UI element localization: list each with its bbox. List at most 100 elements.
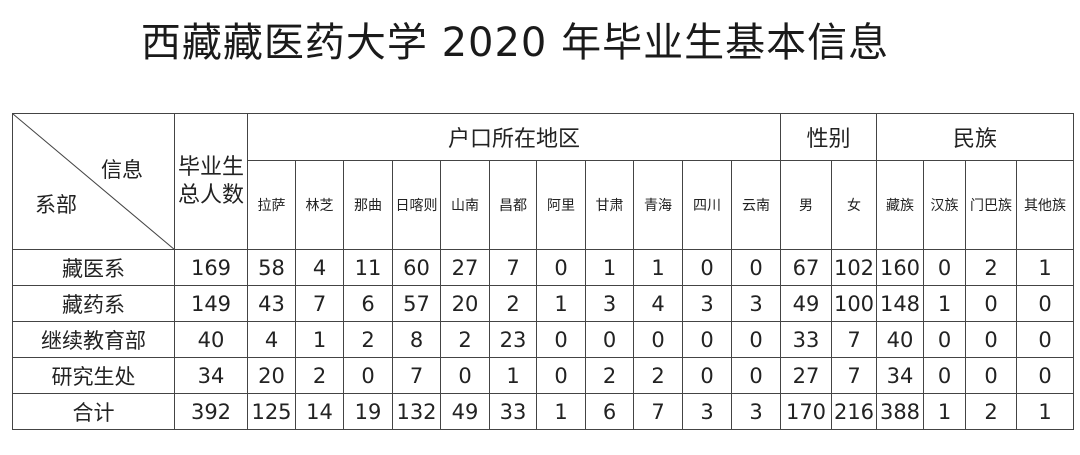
value-cell: 392 — [174, 393, 248, 430]
value-cell: 0 — [585, 321, 634, 358]
gender-column-header: 男 — [780, 160, 832, 250]
value-cell: 1 — [295, 321, 344, 358]
ethnicity-group-header: 民族 — [876, 113, 1074, 161]
value-cell: 0 — [923, 357, 966, 394]
value-cell: 60 — [392, 249, 441, 286]
region-column-header: 阿里 — [536, 160, 586, 250]
value-cell: 0 — [682, 357, 732, 394]
value-cell: 4 — [295, 249, 344, 286]
value-cell: 40 — [876, 321, 924, 358]
value-cell: 0 — [1016, 357, 1074, 394]
value-cell: 102 — [831, 249, 877, 286]
total-header-line1: 毕业生 — [177, 154, 244, 180]
dept-cell: 藏药系 — [12, 285, 175, 322]
value-cell: 1 — [1016, 249, 1074, 286]
region-column-header: 昌都 — [489, 160, 537, 250]
value-cell: 1 — [923, 393, 966, 430]
region-column-header: 四川 — [682, 160, 732, 250]
value-cell: 8 — [392, 321, 441, 358]
table-row: 藏医系 169 58 4 11 60 27 7 0 1 1 0 0 67 102 160 0 2 1 — [12, 249, 1074, 286]
value-cell: 132 — [392, 393, 441, 430]
value-cell: 2 — [633, 357, 683, 394]
value-cell: 57 — [392, 285, 441, 322]
value-cell: 0 — [343, 357, 393, 394]
value-cell: 6 — [343, 285, 393, 322]
value-cell: 0 — [1016, 321, 1074, 358]
value-cell: 0 — [633, 321, 683, 358]
value-cell: 0 — [682, 321, 732, 358]
table-row: 合计 392 125 14 19 132 49 33 1 6 7 3 3 170 216 388 1 2 1 — [12, 393, 1074, 430]
value-cell: 6 — [585, 393, 634, 430]
value-cell: 2 — [343, 321, 393, 358]
value-cell: 1 — [633, 249, 683, 286]
graduate-info-table: 信息 系部 毕业生 总人数 户口所在地区 性别 民族 拉萨 林芝 那曲 日喀则 山南 昌都… — [12, 113, 1074, 430]
value-cell: 33 — [489, 393, 537, 430]
gender-group-header: 性别 — [780, 113, 877, 161]
value-cell: 0 — [965, 357, 1017, 394]
value-cell: 160 — [876, 249, 924, 286]
value-cell: 58 — [247, 249, 296, 286]
value-cell: 2 — [295, 357, 344, 394]
total-header-line2: 总人数 — [177, 182, 244, 208]
value-cell: 3 — [585, 285, 634, 322]
ethnicity-column-header: 汉族 — [923, 160, 966, 250]
value-cell: 7 — [392, 357, 441, 394]
value-cell: 0 — [536, 321, 586, 358]
value-cell: 49 — [780, 285, 832, 322]
value-cell: 0 — [923, 249, 966, 286]
value-cell: 1 — [536, 285, 586, 322]
value-cell: 49 — [440, 393, 490, 430]
value-cell: 2 — [489, 285, 537, 322]
value-cell: 0 — [682, 249, 732, 286]
total-header: 毕业生 总人数 — [174, 113, 248, 250]
dept-cell: 合计 — [12, 393, 175, 430]
value-cell: 23 — [489, 321, 537, 358]
value-cell: 2 — [440, 321, 490, 358]
value-cell: 0 — [536, 357, 586, 394]
region-column-header: 拉萨 — [247, 160, 296, 250]
value-cell: 7 — [489, 249, 537, 286]
table-row: 研究生处 34 20 2 0 7 0 1 0 2 2 0 0 27 7 34 0 0 0 — [12, 357, 1074, 394]
value-cell: 40 — [174, 321, 248, 358]
value-cell: 100 — [831, 285, 877, 322]
value-cell: 148 — [876, 285, 924, 322]
value-cell: 3 — [682, 285, 732, 322]
page-title: 西藏藏医药大学 2020 年毕业生基本信息 — [140, 20, 890, 66]
value-cell: 0 — [965, 285, 1017, 322]
value-cell: 1 — [923, 285, 966, 322]
value-cell: 169 — [174, 249, 248, 286]
value-cell: 149 — [174, 285, 248, 322]
gender-column-header: 女 — [831, 160, 877, 250]
value-cell: 1 — [489, 357, 537, 394]
value-cell: 3 — [731, 393, 781, 430]
corner-dept-label: 系部 — [35, 193, 77, 217]
value-cell: 3 — [682, 393, 732, 430]
ethnicity-column-header: 其他族 — [1016, 160, 1074, 250]
region-column-header: 山南 — [440, 160, 490, 250]
region-column-header: 林芝 — [295, 160, 344, 250]
ethnicity-column-header: 门巴族 — [965, 160, 1017, 250]
value-cell: 33 — [780, 321, 832, 358]
ethnicity-column-header: 藏族 — [876, 160, 924, 250]
value-cell: 3 — [731, 285, 781, 322]
value-cell: 0 — [536, 249, 586, 286]
region-column-header: 那曲 — [343, 160, 393, 250]
value-cell: 1 — [585, 249, 634, 286]
value-cell: 19 — [343, 393, 393, 430]
region-column-header: 甘肃 — [585, 160, 634, 250]
region-column-header: 青海 — [633, 160, 683, 250]
dept-cell: 研究生处 — [12, 357, 175, 394]
corner-info-label: 信息 — [101, 158, 143, 182]
value-cell: 7 — [295, 285, 344, 322]
value-cell: 125 — [247, 393, 296, 430]
value-cell: 388 — [876, 393, 924, 430]
value-cell: 67 — [780, 249, 832, 286]
value-cell: 0 — [731, 321, 781, 358]
table-row: 继续教育部 40 4 1 2 8 2 23 0 0 0 0 0 33 7 40 0 0 0 — [12, 321, 1074, 358]
table-row: 藏药系 149 43 7 6 57 20 2 1 3 4 3 3 49 100 148 1 0 0 — [12, 285, 1074, 322]
value-cell: 7 — [831, 357, 877, 394]
value-cell: 2 — [585, 357, 634, 394]
value-cell: 0 — [923, 321, 966, 358]
value-cell: 0 — [440, 357, 490, 394]
value-cell: 0 — [731, 249, 781, 286]
